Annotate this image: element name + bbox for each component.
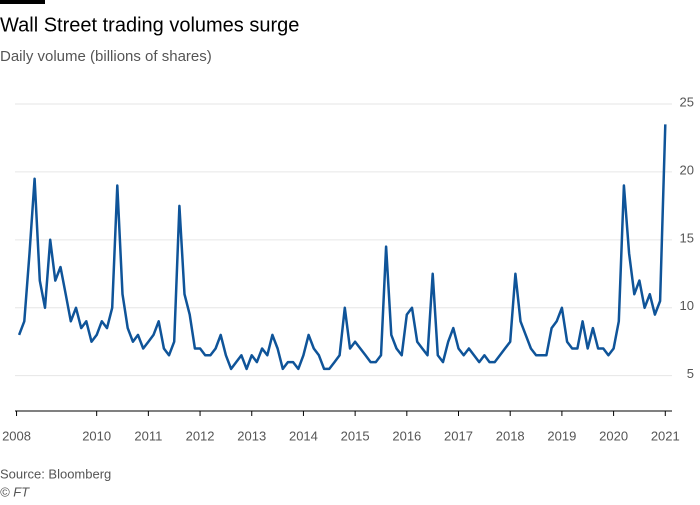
y-tick-label: 25 — [680, 94, 694, 109]
x-tick-label: 2017 — [444, 428, 473, 443]
x-tick-label: 2013 — [237, 428, 266, 443]
x-tick-label: 2020 — [599, 428, 628, 443]
x-tick-label: 2008 — [2, 428, 31, 443]
x-tick-label: 2019 — [547, 428, 576, 443]
x-tick-label: 2021 — [651, 428, 680, 443]
x-tick-label: 2016 — [392, 428, 421, 443]
y-tick-label: 10 — [680, 298, 694, 313]
x-tick-label: 2018 — [496, 428, 525, 443]
x-tick-label: 2015 — [341, 428, 370, 443]
y-tick-label: 5 — [687, 366, 694, 381]
x-tick-label: 2012 — [186, 428, 215, 443]
credit: © FT — [0, 484, 30, 499]
source: Source: Bloomberg — [0, 466, 111, 481]
chart-subtitle: Daily volume (billions of shares) — [0, 48, 212, 65]
brand-bar — [0, 0, 45, 4]
chart-title: Wall Street trading volumes surge — [0, 14, 299, 36]
series-line — [17, 124, 667, 371]
x-tick-label: 2011 — [134, 428, 162, 443]
y-tick-label: 20 — [680, 162, 694, 177]
x-tick-label: 2010 — [82, 428, 111, 443]
y-tick-label: 15 — [680, 230, 694, 245]
x-tick-label: 2014 — [289, 428, 318, 443]
